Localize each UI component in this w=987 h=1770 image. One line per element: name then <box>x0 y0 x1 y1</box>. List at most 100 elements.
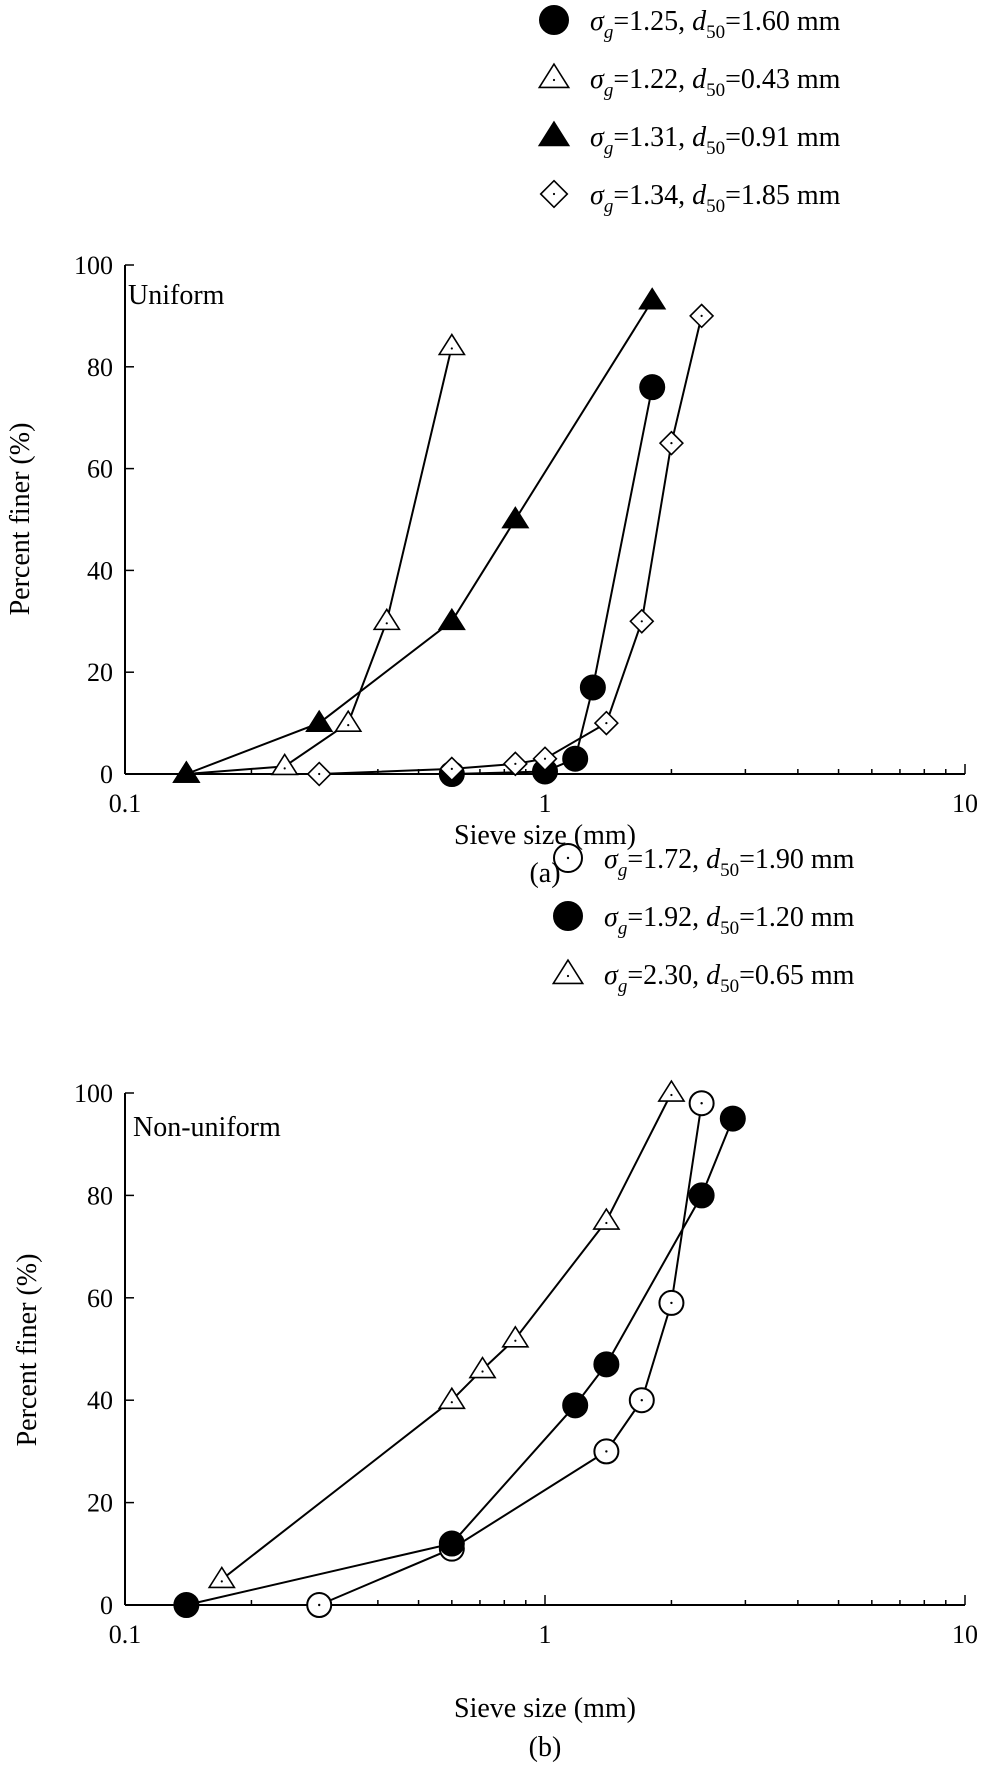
y-tick-label: 0 <box>100 760 113 789</box>
legend-marker <box>551 958 585 985</box>
ticks-a: 0 20 40 60 80 100 0.1 1 10 <box>74 251 978 818</box>
legend-marker <box>539 5 569 35</box>
y-tick-label: 60 <box>87 455 113 484</box>
y-tick-label: 40 <box>87 1386 113 1415</box>
series-line-3 <box>186 300 654 775</box>
data-point-center <box>640 1399 643 1402</box>
data-point <box>173 1592 200 1618</box>
data-point <box>468 1356 497 1379</box>
x-axis-label-b: Sieve size (mm) <box>454 1693 636 1724</box>
x-tick-label: 1 <box>539 789 552 818</box>
data-point <box>562 745 589 772</box>
data-point-center <box>605 722 608 725</box>
data-point <box>638 287 667 310</box>
x-tick-label: 0.1 <box>109 1620 142 1649</box>
data-point-center <box>450 347 453 350</box>
y-axis-label-b: Percent finer (%) <box>12 1254 43 1447</box>
plot-area-a <box>124 265 965 775</box>
series-line-1 <box>451 386 654 775</box>
data-point <box>657 1079 686 1102</box>
y-axis-label-a: Percent finer (%) <box>5 423 36 616</box>
y-tick-label: 100 <box>74 1079 113 1108</box>
data-point-center <box>347 724 350 727</box>
chart-panel-b: σg=1.72, d50=1.90 mm σg=1.92, d50=1.20 mm… <box>12 843 978 1763</box>
series-group-a <box>172 287 715 787</box>
legend-marker-center <box>566 856 570 860</box>
legend-entry: σg=1.34, d50=1.85 mm <box>590 180 841 217</box>
data-point <box>270 752 299 776</box>
legend-entry: σg=1.31, d50=0.91 mm <box>590 122 841 159</box>
legend-marker-center <box>566 974 570 978</box>
data-point-center <box>514 1339 517 1342</box>
legend-b: σg=1.72, d50=1.90 mm σg=1.92, d50=1.20 mm… <box>551 843 855 997</box>
legend-marker <box>537 62 571 89</box>
data-point-center <box>543 757 547 760</box>
data-point <box>305 709 334 732</box>
annotation-a: Uniform <box>128 280 225 311</box>
y-tick-label: 20 <box>87 658 113 687</box>
data-point <box>207 1565 236 1589</box>
legend-entry: σg=1.72, d50=1.90 mm <box>604 844 855 881</box>
legend-marker-center <box>552 78 556 82</box>
y-tick-label: 20 <box>87 1489 113 1518</box>
data-point <box>501 506 530 529</box>
data-point-center <box>700 314 703 317</box>
data-point-center <box>450 767 453 771</box>
data-point <box>639 374 666 401</box>
data-point <box>172 760 201 783</box>
data-point-center <box>450 1401 453 1404</box>
data-point-center <box>318 1603 321 1607</box>
data-point-center <box>481 1370 484 1373</box>
series-line-1 <box>318 1103 703 1606</box>
ticks-b: 0 20 40 60 80 100 0.1 1 10 <box>74 1079 978 1649</box>
data-point-center <box>283 767 286 770</box>
data-point-center <box>700 1102 703 1105</box>
y-tick-label: 80 <box>87 353 113 382</box>
data-point <box>372 607 401 631</box>
legend-entry: σg=1.22, d50=0.43 mm <box>590 64 841 101</box>
legend-marker-center <box>552 192 556 196</box>
data-point <box>501 1325 530 1348</box>
data-point-center <box>605 1221 608 1225</box>
series-line-3 <box>221 1092 673 1581</box>
x-tick-label: 1 <box>539 1620 552 1649</box>
annotation-b: Non-uniform <box>133 1112 281 1143</box>
data-point-center <box>220 1580 223 1583</box>
data-point <box>719 1105 746 1132</box>
panel-label-b: (b) <box>529 1732 562 1763</box>
data-point-center <box>318 772 321 776</box>
data-point <box>592 1207 621 1230</box>
data-point <box>579 674 606 701</box>
x-tick-label: 0.1 <box>109 789 142 818</box>
x-tick-label: 10 <box>952 789 978 818</box>
series-line-2 <box>186 346 453 775</box>
data-point-center <box>514 762 517 765</box>
x-axis-label-a: Sieve size (mm) <box>454 820 636 851</box>
y-tick-label: 40 <box>87 556 113 585</box>
y-tick-label: 100 <box>74 251 113 280</box>
data-point-center <box>385 622 388 625</box>
data-point-center <box>640 620 643 623</box>
y-tick-label: 80 <box>87 1181 113 1210</box>
data-point <box>562 1392 589 1419</box>
data-point-center <box>670 1301 673 1305</box>
data-point <box>438 1530 465 1557</box>
y-tick-label: 0 <box>100 1591 113 1620</box>
y-tick-label: 60 <box>87 1284 113 1313</box>
series-group-b <box>173 1079 746 1618</box>
legend-marker <box>537 120 571 147</box>
plot-area-b <box>124 1093 965 1606</box>
legend-entry: σg=1.25, d50=1.60 mm <box>590 6 841 43</box>
data-point-center <box>670 1093 673 1097</box>
x-tick-label: 10 <box>952 1620 978 1649</box>
legend-a: σg=1.25, d50=1.60 mm σg=1.22, d50=0.43 mm… <box>537 5 841 217</box>
data-point <box>437 1386 466 1410</box>
chart-panel-a: σg=1.25, d50=1.60 mm σg=1.22, d50=0.43 mm… <box>5 5 978 889</box>
data-point <box>437 333 466 356</box>
series-line-2 <box>186 1118 734 1606</box>
legend-entry: σg=1.92, d50=1.20 mm <box>604 902 855 939</box>
data-point-center <box>670 442 673 445</box>
legend-entry: σg=2.30, d50=0.65 mm <box>604 960 855 997</box>
legend-marker <box>553 901 583 931</box>
